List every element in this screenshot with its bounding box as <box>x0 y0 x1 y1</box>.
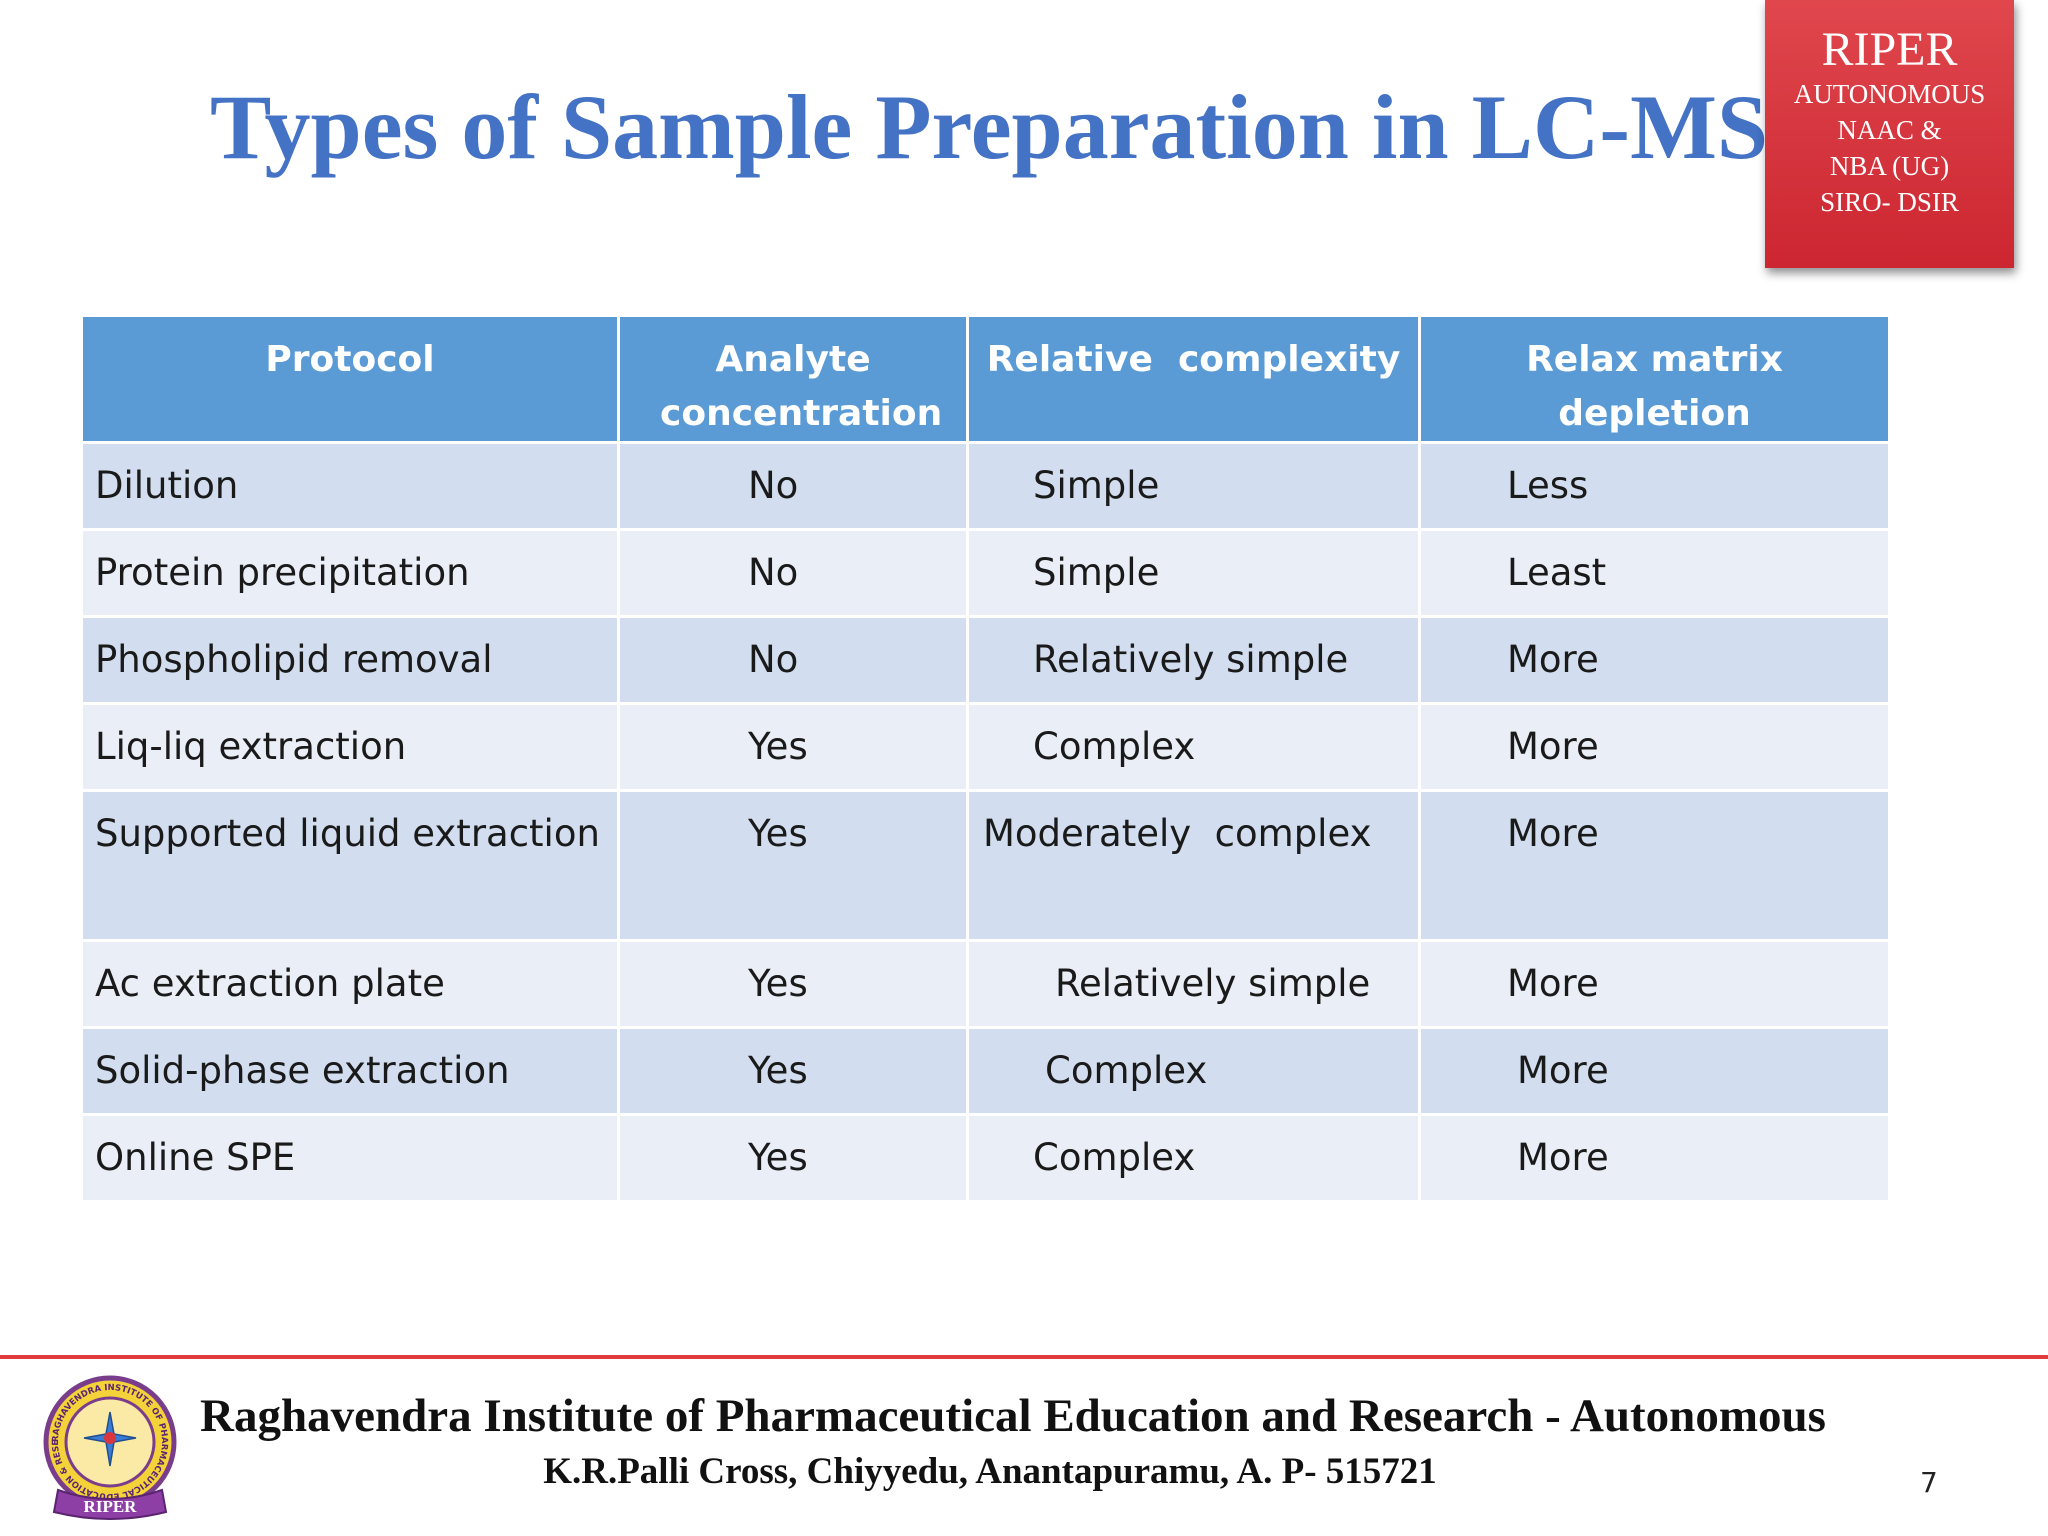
cell-complexity: Relatively simple <box>966 615 1421 705</box>
cell-complexity: Complex <box>966 1113 1421 1203</box>
cell-complexity: Relatively simple <box>966 939 1421 1029</box>
cell-protocol: Solid-phase extraction <box>80 1026 620 1116</box>
sample-prep-table: Protocol Analyte concentration Relative … <box>80 314 1891 1203</box>
cell-relax: More <box>1418 1113 1891 1203</box>
cell-relax: More <box>1418 615 1891 705</box>
badge-line-naac: NAAC & <box>1837 115 1942 145</box>
table-row: Protein precipitation No Simple Least <box>80 528 1891 618</box>
institute-seal-icon: RAGHAVENDRA INSTITUTE OF PHARMACEUTICAL … <box>40 1372 177 1520</box>
badge-name: RIPER <box>1821 23 1958 76</box>
cell-analyte: Yes <box>617 939 969 1029</box>
table-row: Ac extraction plate Yes Relatively simpl… <box>80 939 1891 1029</box>
cell-complexity: Simple <box>966 528 1421 618</box>
header-protocol: Protocol <box>80 314 620 444</box>
cell-complexity: Complex <box>966 702 1421 792</box>
table-header-row: Protocol Analyte concentration Relative … <box>80 314 1891 444</box>
cell-analyte: No <box>617 441 969 531</box>
cell-protocol: Online SPE <box>80 1113 620 1203</box>
cell-protocol: Phospholipid removal <box>80 615 620 705</box>
cell-complexity: Moderately complex <box>966 789 1421 942</box>
table-row: Online SPE Yes Complex More <box>80 1113 1891 1203</box>
table-row: Phospholipid removal No Relatively simpl… <box>80 615 1891 705</box>
table-row: Dilution No Simple Less <box>80 441 1891 531</box>
badge-line-siro: SIRO- DSIR <box>1820 187 1959 217</box>
cell-protocol: Liq-liq extraction <box>80 702 620 792</box>
cell-analyte: Yes <box>617 1026 969 1116</box>
cell-complexity: Simple <box>966 441 1421 531</box>
cell-relax: Less <box>1418 441 1891 531</box>
cell-relax: More <box>1418 702 1891 792</box>
institute-address: K.R.Palli Cross, Chiyyedu, Anantapuramu,… <box>543 1451 1437 1492</box>
cell-complexity: Complex <box>966 1026 1421 1116</box>
cell-relax: More <box>1418 1026 1891 1116</box>
cell-analyte: Yes <box>617 1113 969 1203</box>
badge-line-autonomous: AUTONOMOUS <box>1793 79 1986 109</box>
header-analyte-concentration: Analyte concentration <box>617 314 969 444</box>
cell-relax: More <box>1418 789 1891 942</box>
accreditation-badge: RIPER AUTONOMOUS NAAC & NBA (UG) SIRO- D… <box>1765 0 2014 268</box>
cell-protocol: Supported liquid extraction <box>80 789 620 942</box>
cell-protocol: Protein precipitation <box>80 528 620 618</box>
header-relax-matrix-depletion: Relax matrix depletion <box>1418 314 1891 444</box>
cell-relax: Least <box>1418 528 1891 618</box>
footer-divider <box>0 1355 2048 1359</box>
seal-text: RIPER <box>84 1497 138 1516</box>
page-number: 7 <box>1920 1466 1938 1499</box>
cell-analyte: No <box>617 615 969 705</box>
cell-analyte: Yes <box>617 702 969 792</box>
cell-relax: More <box>1418 939 1891 1029</box>
cell-analyte: Yes <box>617 789 969 942</box>
table-row: Liq-liq extraction Yes Complex More <box>80 702 1891 792</box>
institute-name: Raghavendra Institute of Pharmaceutical … <box>200 1390 1826 1442</box>
cell-analyte: No <box>617 528 969 618</box>
header-relative-complexity: Relative complexity <box>966 314 1421 444</box>
badge-line-nba: NBA (UG) <box>1829 151 1950 181</box>
slide-title: Types of Sample Preparation in LC-MS <box>210 76 1769 178</box>
table-row: Supported liquid extraction Yes Moderate… <box>80 789 1891 942</box>
cell-protocol: Dilution <box>80 441 620 531</box>
cell-protocol: Ac extraction plate <box>80 939 620 1029</box>
table-row: Solid-phase extraction Yes Complex More <box>80 1026 1891 1116</box>
